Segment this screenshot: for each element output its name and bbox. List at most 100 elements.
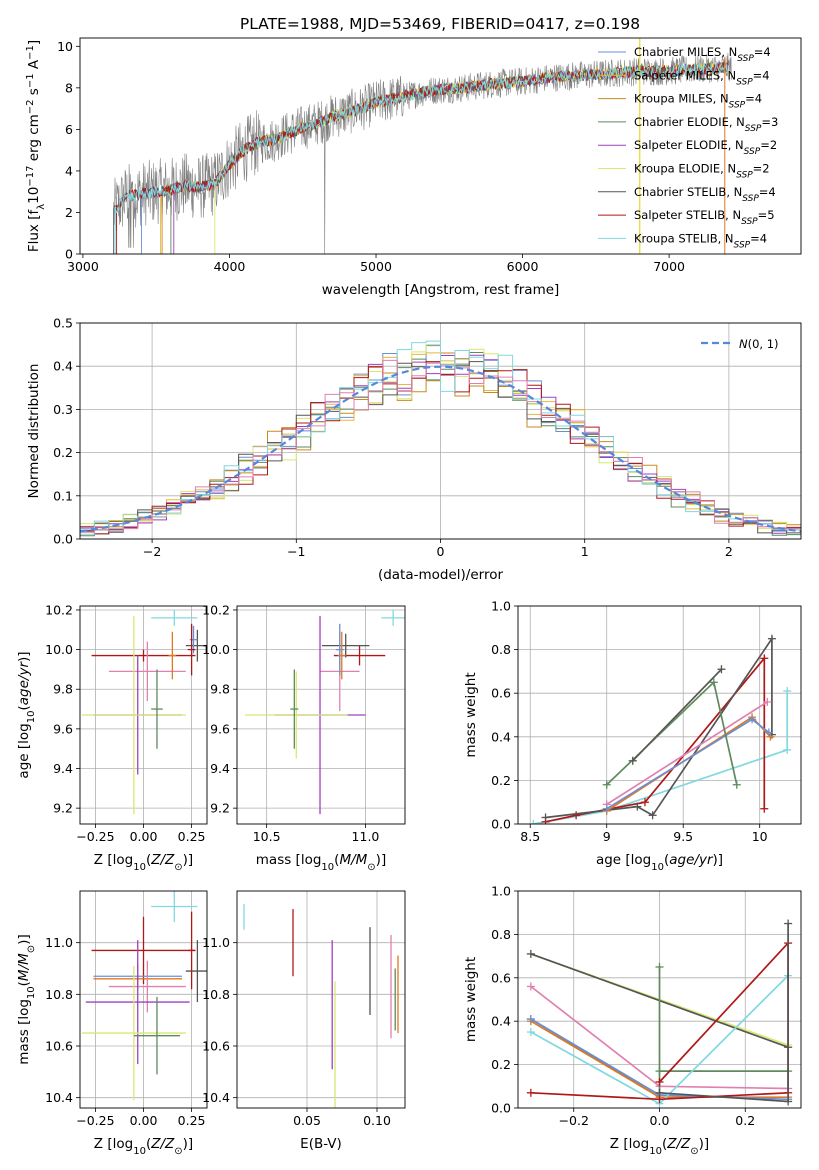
y-axis-label: Normed distribution <box>26 364 42 499</box>
model-spectrum-8 <box>114 62 728 254</box>
y-tick-label: 0.2 <box>491 1057 511 1072</box>
y-tick-label: 0.2 <box>491 773 511 788</box>
y-tick-label: 0.0 <box>491 817 511 832</box>
x-tick-label: 0.2 <box>735 1113 755 1128</box>
x-axis-label: Z [log10(Z/Z⊙)] <box>610 1136 709 1157</box>
y-tick-label: 11.0 <box>202 935 230 950</box>
error-bar-point <box>151 891 198 922</box>
error-bar-point <box>91 649 196 662</box>
y-tick-label: 10.6 <box>45 1039 73 1054</box>
x-tick-label: 9 <box>603 829 611 844</box>
axes-frame <box>517 605 802 825</box>
y-tick-label: 8 <box>65 80 73 95</box>
x-tick-label: −2 <box>143 544 161 559</box>
y-tick-label: 9.2 <box>53 801 73 816</box>
x-axis-label: mass [log10(M/M⊙)] <box>256 852 386 873</box>
x-tick-label: 5000 <box>360 259 392 274</box>
weight-series <box>655 919 793 1106</box>
y-tick-label: 0.1 <box>53 488 73 503</box>
y-tick-label: 4 <box>65 163 73 178</box>
error-bar-point <box>81 965 186 1101</box>
panel-residuals: −2 −1 0 1 2 0.0 0.1 0.2 0.3 0.4 0.5 (data-model)/er… <box>26 316 802 583</box>
y-tick-label: 10.2 <box>45 602 73 617</box>
legend-entry: Salpeter MILES, NSSP=4 <box>634 68 770 87</box>
x-tick-label: −0.25 <box>76 1113 114 1128</box>
y-tick-label: 10.2 <box>202 602 230 617</box>
x-tick-label: 1 <box>581 544 589 559</box>
legend-entry: Salpeter ELODIE, NSSP=2 <box>634 138 777 157</box>
weight-line <box>606 701 768 806</box>
x-axis-label: (data-model)/error <box>378 567 504 583</box>
x-tick-label: 6000 <box>507 259 539 274</box>
y-tick-label: 0.6 <box>491 686 511 701</box>
x-tick-label: 9.5 <box>673 829 693 844</box>
weight-line <box>632 668 723 762</box>
legend-entry: Kroupa ELODIE, NSSP=2 <box>634 162 770 181</box>
x-axis-label: wavelength [Angstrom, rest frame] <box>322 282 560 298</box>
y-tick-label: 9.4 <box>53 761 73 776</box>
normal-curve <box>79 365 802 533</box>
error-bar-point <box>185 629 207 662</box>
x-axis-label: age [log10(age/yr)] <box>596 852 723 873</box>
y-axis-label: mass weight <box>463 957 479 1042</box>
x-tick-label: 0.00 <box>130 1113 158 1128</box>
legend-entry: Kroupa STELIB, NSSP=4 <box>634 231 767 250</box>
weight-series <box>541 654 769 824</box>
x-tick-label: 0.25 <box>178 1113 206 1128</box>
x-axis-label: Z [log10(Z/Z⊙)] <box>94 852 193 873</box>
error-bar-point <box>85 940 190 1065</box>
y-tick-label: 0.4 <box>491 729 511 744</box>
error-bar-point <box>187 911 196 990</box>
axes-frame <box>517 890 802 1109</box>
error-bar-point <box>337 631 346 680</box>
panel-weight_vs_Z: −0.2 0.0 0.2 0.0 0.2 0.4 0.6 0.8 1.0 Z [log10(Z/Z… <box>463 884 802 1157</box>
y-tick-label: 0.8 <box>491 642 511 657</box>
x-tick-label: 0.10 <box>363 1113 391 1128</box>
weight-series <box>602 697 772 809</box>
y-tick-label: 10 <box>57 39 73 54</box>
y-tick-label: 1.0 <box>491 599 511 614</box>
y-axis-label: mass [log10(M/M⊙)] <box>16 934 37 1064</box>
y-tick-label: 9.8 <box>210 682 230 697</box>
figure-title: PLATE=1988, MJD=53469, FIBERID=0417, z=0… <box>240 15 640 33</box>
y-tick-label: 0.2 <box>53 445 73 460</box>
x-tick-label: 4000 <box>214 259 246 274</box>
error-bar-point <box>187 623 196 676</box>
x-tick-label: 0.00 <box>130 829 158 844</box>
y-tick-label: 0.4 <box>53 359 73 374</box>
y-tick-label: 9.6 <box>53 721 73 736</box>
y-tick-label: 0.5 <box>53 316 73 331</box>
legend: Chabrier MILES, NSSP=4 Salpeter MILES, NS… <box>598 45 778 250</box>
y-tick-label: 6 <box>65 122 73 137</box>
axes-frame <box>236 890 406 1109</box>
error-bar-point <box>108 960 186 1013</box>
axes-frame <box>79 37 802 255</box>
y-tick-label: 9.4 <box>210 761 230 776</box>
legend-entry: N(0, 1) <box>739 337 779 351</box>
weight-series <box>602 715 773 813</box>
axes-frame <box>79 322 802 540</box>
y-tick-label: 0.4 <box>491 1014 511 1029</box>
y-tick-label: 2 <box>65 205 73 220</box>
x-tick-label: −0.2 <box>559 1113 589 1128</box>
y-tick-label: 10.6 <box>202 1039 230 1054</box>
y-tick-label: 0.8 <box>491 927 511 942</box>
panel-mass_vs_Z: −0.25 0.00 0.25 10.4 10.6 10.8 11.0 Z [log10(Z/… <box>16 890 208 1157</box>
y-tick-label: 10.0 <box>202 642 230 657</box>
legend-entry: Salpeter STELIB, NSSP=5 <box>634 208 775 227</box>
x-tick-label: 3000 <box>67 259 99 274</box>
error-bar-point <box>185 940 207 1003</box>
x-tick-label: 10 <box>752 829 768 844</box>
y-axis-label: Flux [fλ10−17 erg cm−2 s−1 A−1] <box>25 40 47 252</box>
x-tick-label: 10.5 <box>253 829 281 844</box>
y-tick-label: 10.8 <box>45 987 73 1002</box>
legend-entry: Chabrier MILES, NSSP=4 <box>634 45 771 64</box>
panel-weight_vs_age: 8.5 9 9.5 10 0.0 0.2 0.4 0.6 0.8 1.0 age [log10(ag… <box>463 599 802 873</box>
x-axis-label: E(B-V) <box>300 1136 342 1152</box>
y-tick-label: 10.8 <box>202 987 230 1002</box>
y-tick-label: 9.8 <box>53 682 73 697</box>
weight-series <box>628 665 726 765</box>
axes-frame <box>236 605 406 825</box>
error-bar-point <box>168 631 177 680</box>
x-tick-label: 0.05 <box>293 1113 321 1128</box>
